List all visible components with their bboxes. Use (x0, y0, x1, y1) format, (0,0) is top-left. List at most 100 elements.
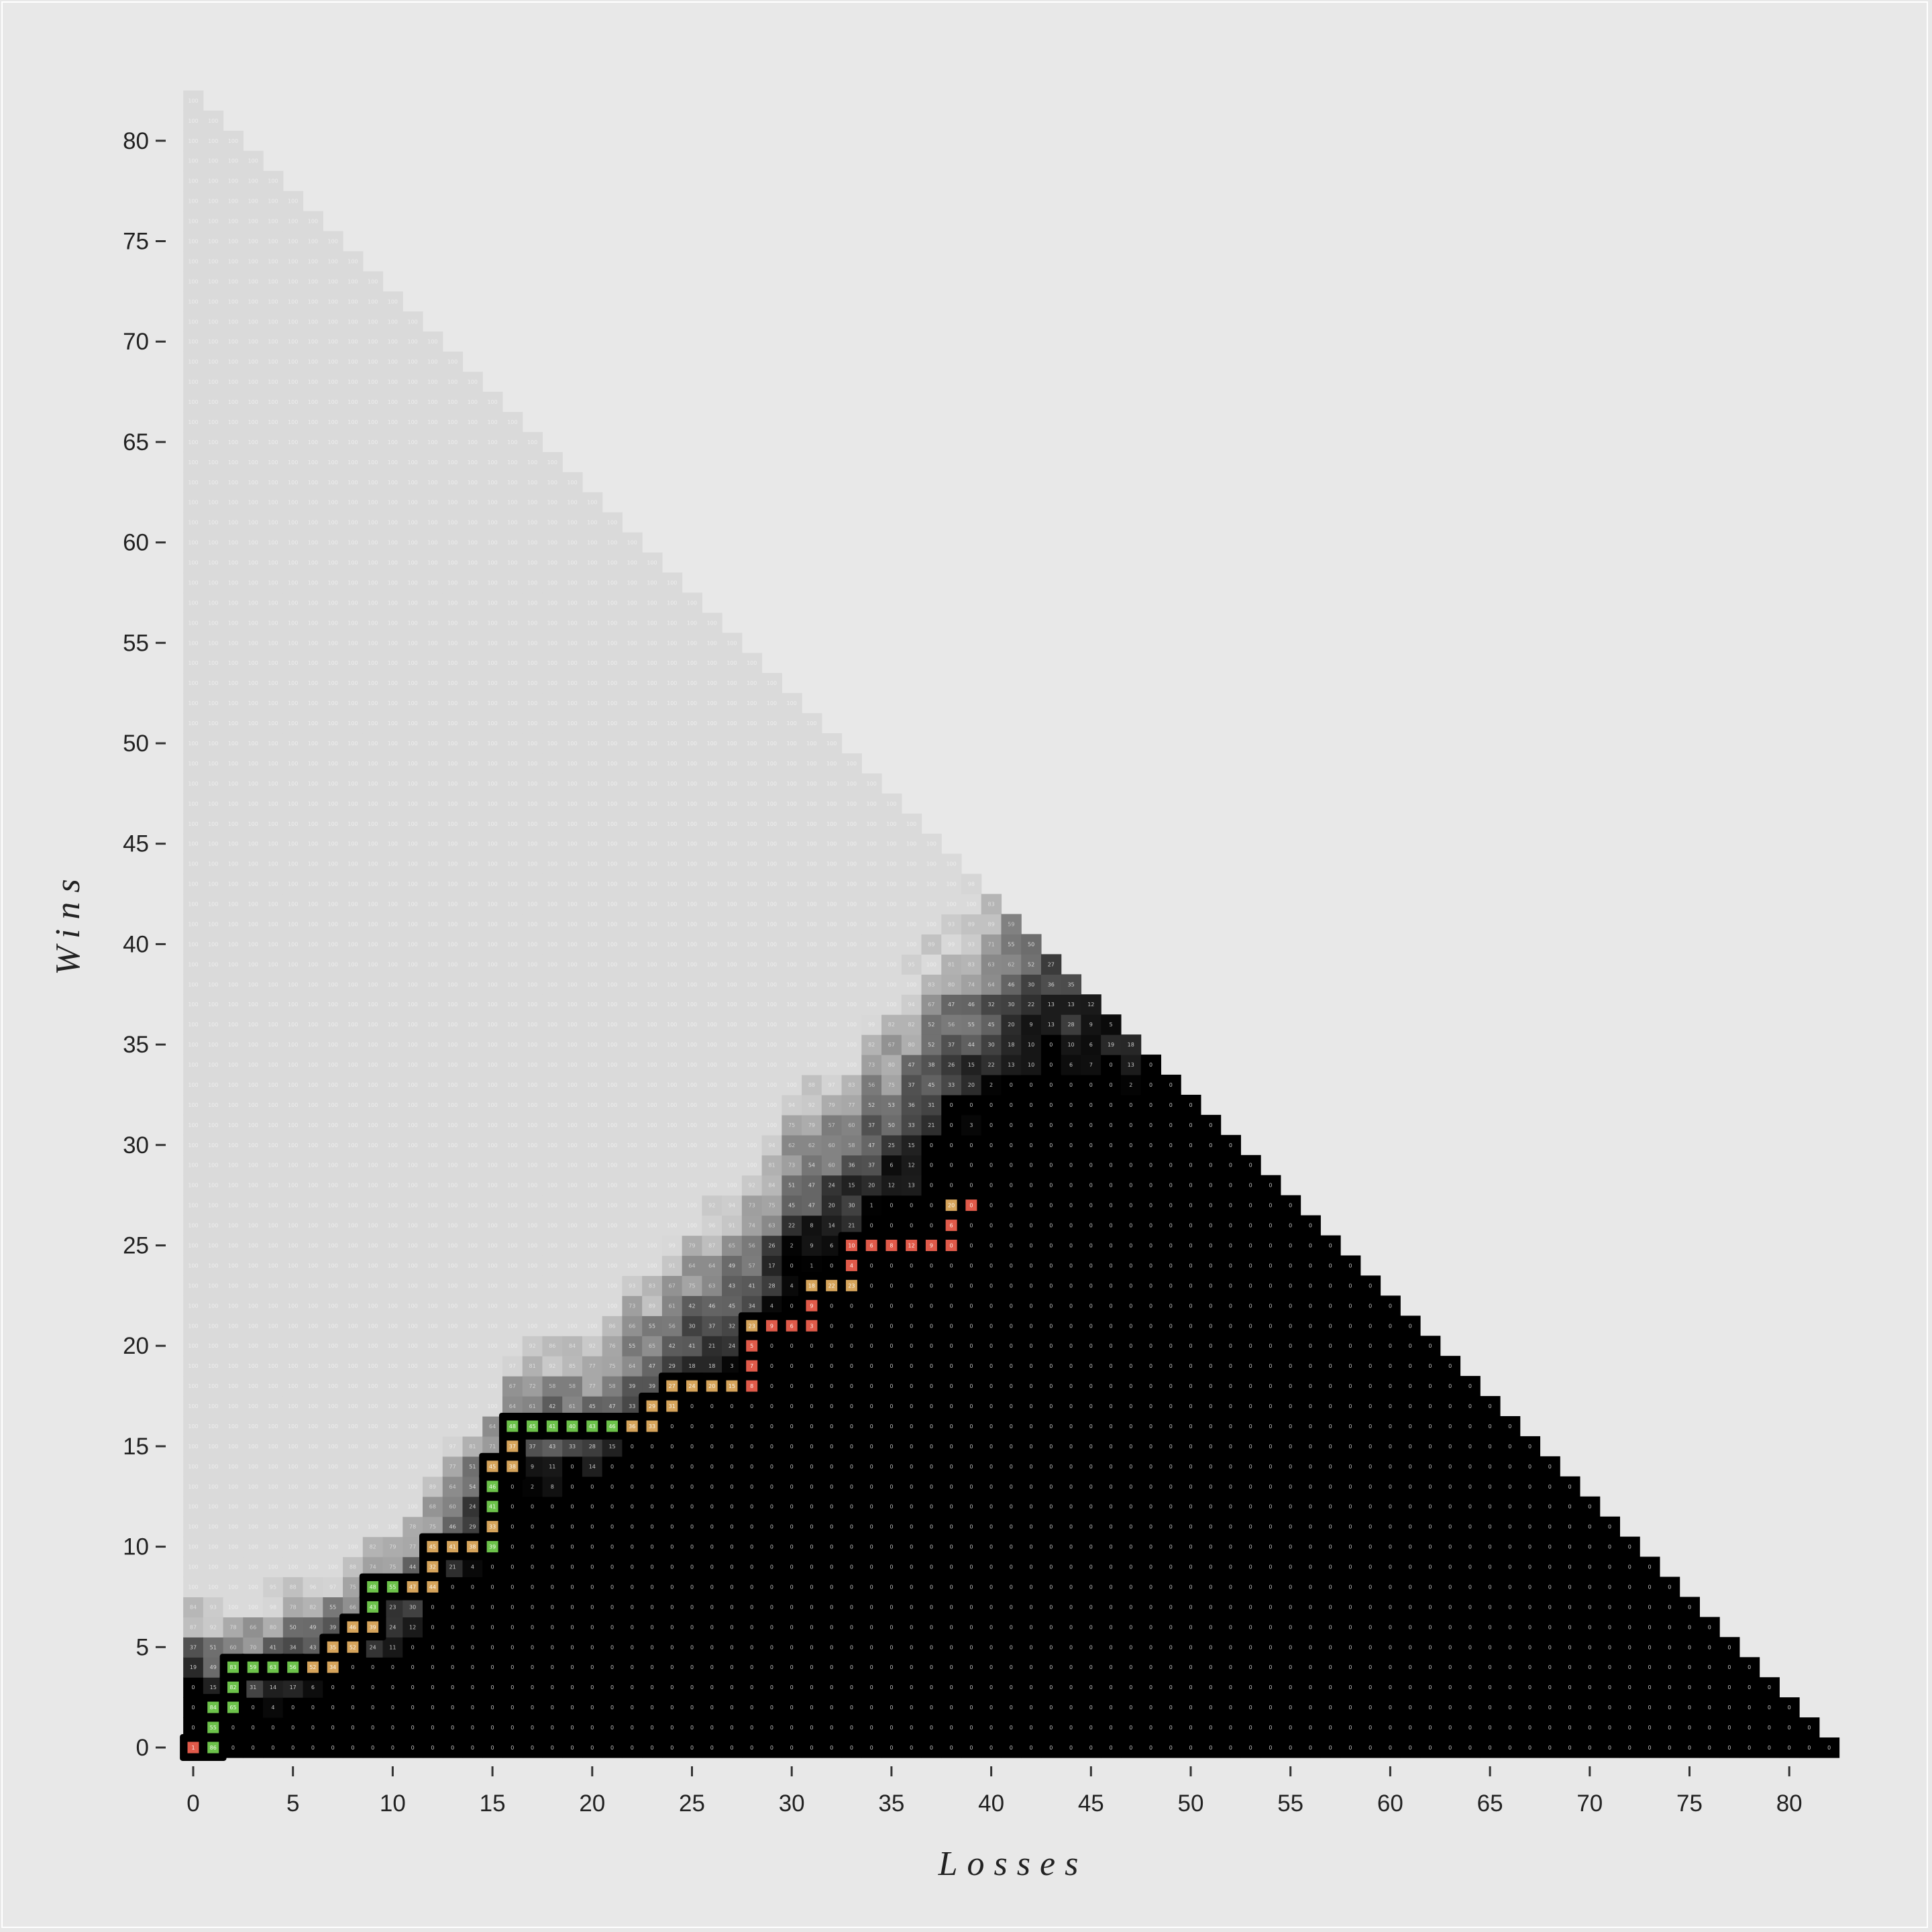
cell-label: 0 (610, 1484, 614, 1490)
cell-label: 100 (567, 1062, 577, 1068)
cell-label: 0 (810, 1584, 813, 1590)
cell-label: 100 (268, 600, 278, 606)
cell-label: 100 (388, 1363, 398, 1369)
cell-label: 0 (730, 1484, 733, 1490)
cell-label: 92 (529, 1343, 535, 1349)
cell-label: 0 (830, 1504, 833, 1510)
cell-label: 100 (407, 761, 417, 767)
heatmap-cell (203, 1456, 224, 1477)
cell-label: 100 (248, 1002, 258, 1008)
cell-label: 100 (547, 720, 557, 727)
cell-label: 0 (531, 1564, 534, 1570)
cell-label: 100 (507, 540, 517, 546)
cell-label: 0 (730, 1684, 733, 1690)
cell-label: 100 (228, 1524, 238, 1530)
cell-label: 0 (670, 1484, 674, 1490)
cell-label: 100 (188, 640, 198, 646)
cell-label: 84 (190, 1604, 197, 1610)
cell-label: 0 (491, 1664, 494, 1670)
cell-label: 100 (747, 1122, 757, 1128)
cell-label: 0 (969, 1544, 973, 1550)
cell-label: 100 (427, 981, 437, 987)
cell-label: 100 (447, 1263, 458, 1269)
cell-label: 100 (567, 1163, 577, 1169)
cell-label: 100 (906, 981, 916, 987)
cell-label: 0 (770, 1624, 773, 1630)
cell-label: 100 (767, 961, 777, 967)
cell-label: 100 (188, 480, 198, 486)
cell-label: 100 (567, 540, 577, 546)
cell-label: 100 (727, 821, 737, 827)
cell-label: 100 (388, 480, 398, 486)
cell-label: 0 (770, 1705, 773, 1711)
cell-label: 100 (427, 881, 437, 888)
heatmap-cell (183, 1215, 204, 1236)
cell-label: 0 (950, 1283, 953, 1289)
cell-label: 100 (886, 841, 896, 847)
cell-label: 0 (969, 1504, 973, 1510)
cell-label: 100 (308, 981, 318, 987)
cell-label: 100 (607, 961, 617, 967)
cell-label: 0 (770, 1363, 773, 1369)
cell-label: 100 (487, 902, 497, 908)
cell-label: 100 (886, 1002, 896, 1008)
cell-label: 100 (208, 961, 218, 967)
cell-label: 100 (468, 600, 478, 606)
cell-label: 100 (288, 1343, 298, 1349)
cell-label: 100 (368, 299, 378, 305)
cell-label: 96 (309, 1584, 316, 1590)
cell-label: 100 (368, 339, 378, 345)
heatmap-cell (183, 1556, 204, 1578)
cell-label: 100 (347, 319, 358, 325)
cell-label: 0 (391, 1664, 394, 1670)
cell-label: 0 (690, 1403, 694, 1409)
cell-label: 0 (531, 1684, 534, 1690)
cell-label: 100 (806, 781, 816, 787)
heatmap-cell (183, 372, 204, 392)
cell-label: 100 (687, 841, 697, 847)
cell-label: 100 (268, 761, 278, 767)
cell-label: 100 (268, 640, 278, 646)
heatmap-cell (183, 612, 204, 633)
cell-label: 0 (610, 1725, 614, 1731)
cell-label: 39 (329, 1624, 336, 1630)
cell-label: 100 (607, 1042, 617, 1048)
heatmap-cell (203, 1396, 224, 1417)
cell-label: 100 (427, 1122, 437, 1128)
cell-label: 0 (650, 1604, 653, 1610)
cell-label: 100 (388, 902, 398, 908)
cell-label: 100 (328, 1203, 338, 1209)
cell-label: 100 (268, 1102, 278, 1108)
cell-label: 85 (569, 1363, 576, 1369)
cell-label: 100 (288, 580, 298, 586)
cell-label: 0 (631, 1604, 634, 1610)
cell-label: 100 (627, 1243, 637, 1249)
cell-label: 100 (208, 821, 218, 827)
cell-label: 39 (629, 1383, 635, 1389)
cell-label: 100 (328, 1484, 338, 1490)
cell-label: 0 (969, 1564, 973, 1570)
heatmap-cell (183, 90, 204, 111)
heatmap-cell (183, 1536, 204, 1558)
cell-label: 73 (749, 1203, 755, 1209)
cell-label: 100 (268, 1243, 278, 1249)
cell-label: 0 (730, 1745, 733, 1751)
cell-label: 100 (867, 821, 877, 827)
cell-label: 100 (208, 1504, 218, 1510)
cell-label: 56 (948, 1022, 955, 1028)
cell-label: 100 (248, 500, 258, 506)
cell-label: 100 (228, 278, 238, 284)
cell-label: 100 (767, 981, 777, 987)
heatmap-cell (183, 1155, 204, 1176)
cell-label: 100 (547, 1002, 557, 1008)
cell-label: 100 (208, 339, 218, 345)
cell-label: 100 (547, 1022, 557, 1028)
cell-label: 100 (427, 580, 437, 586)
cell-label: 0 (631, 1644, 634, 1650)
cell-label: 100 (667, 620, 677, 626)
cell-label: 0 (770, 1725, 773, 1731)
cell-label: 100 (368, 902, 378, 908)
cell-label: 67 (509, 1383, 516, 1389)
cell-label: 100 (407, 1444, 417, 1450)
cell-label: 100 (328, 319, 338, 325)
